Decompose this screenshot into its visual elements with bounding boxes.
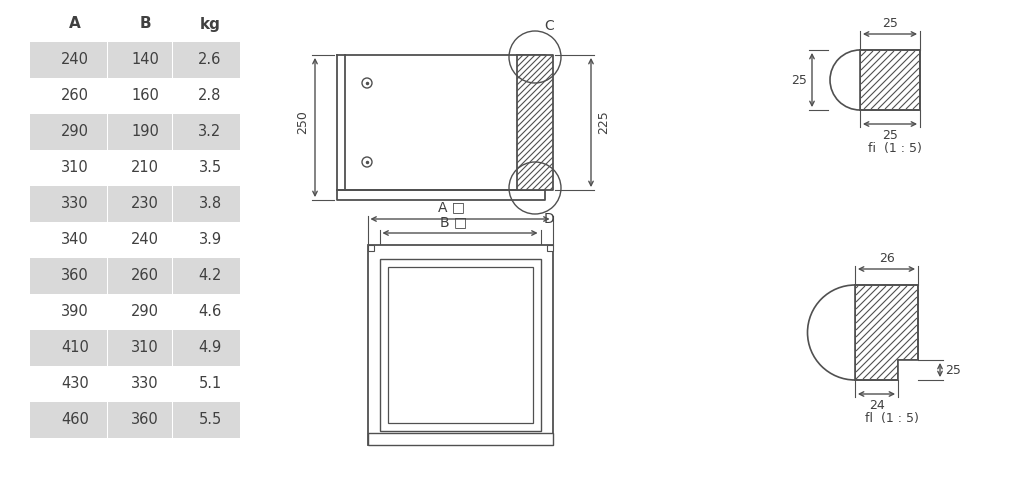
Bar bbox=[108, 258, 172, 294]
Bar bbox=[517, 55, 553, 190]
Bar bbox=[367, 245, 374, 251]
Text: 310: 310 bbox=[61, 160, 89, 176]
Bar bbox=[108, 330, 172, 366]
Text: 250: 250 bbox=[296, 110, 309, 134]
Bar bbox=[173, 186, 240, 222]
Text: 240: 240 bbox=[61, 52, 89, 68]
Text: D: D bbox=[544, 212, 554, 226]
Bar bbox=[367, 433, 552, 445]
Text: 290: 290 bbox=[61, 124, 89, 140]
Bar bbox=[173, 150, 240, 186]
Text: 210: 210 bbox=[131, 160, 159, 176]
Text: A □: A □ bbox=[439, 200, 465, 214]
Bar bbox=[547, 245, 552, 251]
Bar bbox=[108, 402, 172, 438]
Text: 3.8: 3.8 bbox=[198, 196, 222, 212]
Bar bbox=[30, 402, 107, 438]
Text: 360: 360 bbox=[131, 412, 159, 428]
Bar bbox=[380, 259, 541, 431]
Text: 5.1: 5.1 bbox=[198, 376, 222, 392]
Polygon shape bbox=[854, 285, 918, 380]
Text: 225: 225 bbox=[596, 110, 610, 134]
Text: B □: B □ bbox=[441, 215, 467, 229]
Bar bbox=[173, 402, 240, 438]
Text: 3.2: 3.2 bbox=[198, 124, 222, 140]
Bar bbox=[108, 366, 172, 402]
Text: 4.6: 4.6 bbox=[198, 304, 222, 320]
Bar bbox=[173, 78, 240, 114]
Bar bbox=[30, 186, 107, 222]
Bar bbox=[173, 330, 240, 366]
Polygon shape bbox=[898, 360, 918, 380]
Wedge shape bbox=[807, 285, 854, 380]
Bar bbox=[108, 294, 172, 330]
Bar bbox=[108, 150, 172, 186]
Text: 2.6: 2.6 bbox=[198, 52, 222, 68]
Text: kg: kg bbox=[199, 16, 221, 32]
Text: 230: 230 bbox=[131, 196, 159, 212]
Bar bbox=[30, 366, 107, 402]
Text: 3.9: 3.9 bbox=[198, 232, 222, 248]
Text: 310: 310 bbox=[131, 340, 159, 355]
Text: 430: 430 bbox=[61, 376, 89, 392]
Text: 4.9: 4.9 bbox=[198, 340, 222, 355]
Text: 330: 330 bbox=[61, 196, 89, 212]
Text: 240: 240 bbox=[131, 232, 159, 248]
Text: 2.8: 2.8 bbox=[198, 88, 222, 104]
Wedge shape bbox=[830, 50, 860, 110]
Text: fi  (1 : 5): fi (1 : 5) bbox=[868, 142, 922, 155]
Text: 5.5: 5.5 bbox=[198, 412, 222, 428]
Bar bbox=[173, 114, 240, 150]
Text: 260: 260 bbox=[61, 88, 89, 104]
Text: 160: 160 bbox=[131, 88, 159, 104]
Bar bbox=[367, 245, 552, 445]
Text: C: C bbox=[544, 19, 554, 33]
Bar bbox=[108, 78, 172, 114]
Text: 3.5: 3.5 bbox=[198, 160, 222, 176]
Bar bbox=[387, 267, 533, 423]
Text: 360: 360 bbox=[61, 268, 89, 283]
Text: 26: 26 bbox=[878, 252, 895, 265]
Text: 140: 140 bbox=[131, 52, 159, 68]
Text: 410: 410 bbox=[61, 340, 89, 355]
Bar bbox=[173, 294, 240, 330]
Bar bbox=[30, 222, 107, 258]
Text: B: B bbox=[139, 16, 151, 32]
Bar bbox=[30, 114, 107, 150]
Bar bbox=[108, 186, 172, 222]
Text: 4.2: 4.2 bbox=[198, 268, 222, 283]
Bar bbox=[173, 366, 240, 402]
Text: fl  (1 : 5): fl (1 : 5) bbox=[865, 412, 918, 425]
Text: 25: 25 bbox=[945, 364, 961, 376]
Text: 25: 25 bbox=[882, 17, 898, 30]
Bar bbox=[860, 50, 920, 110]
Text: 290: 290 bbox=[131, 304, 159, 320]
Bar bbox=[30, 330, 107, 366]
Bar bbox=[30, 150, 107, 186]
Text: 25: 25 bbox=[792, 74, 807, 86]
Bar bbox=[108, 42, 172, 78]
Bar bbox=[173, 222, 240, 258]
Bar bbox=[108, 114, 172, 150]
Text: 330: 330 bbox=[131, 376, 159, 392]
Text: 460: 460 bbox=[61, 412, 89, 428]
Text: 390: 390 bbox=[61, 304, 89, 320]
Text: 340: 340 bbox=[61, 232, 89, 248]
Text: 190: 190 bbox=[131, 124, 159, 140]
Text: 24: 24 bbox=[869, 399, 884, 412]
Text: 25: 25 bbox=[882, 129, 898, 142]
Bar bbox=[30, 42, 107, 78]
Bar bbox=[30, 78, 107, 114]
Bar bbox=[108, 222, 172, 258]
Text: 260: 260 bbox=[131, 268, 159, 283]
Bar bbox=[173, 42, 240, 78]
Bar bbox=[30, 258, 107, 294]
Bar bbox=[173, 258, 240, 294]
Bar bbox=[30, 294, 107, 330]
Text: A: A bbox=[69, 16, 80, 32]
